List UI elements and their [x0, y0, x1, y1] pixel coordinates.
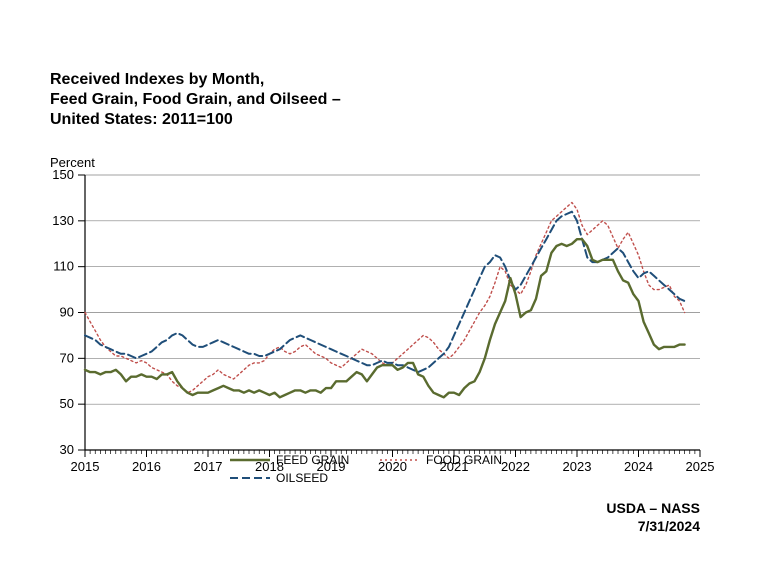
svg-text:70: 70 [60, 350, 74, 365]
svg-text:2022: 2022 [501, 459, 530, 474]
svg-text:2023: 2023 [563, 459, 592, 474]
source-org: USDA – NASS [606, 499, 700, 517]
line-chart: 3050709011013015020152016201720182019202… [0, 0, 760, 570]
svg-text:OILSEED: OILSEED [276, 471, 328, 485]
svg-text:130: 130 [52, 213, 74, 228]
svg-text:FOOD GRAIN: FOOD GRAIN [426, 453, 502, 467]
svg-text:FEED GRAIN: FEED GRAIN [276, 453, 349, 467]
svg-text:2015: 2015 [71, 459, 100, 474]
svg-text:90: 90 [60, 305, 74, 320]
svg-text:150: 150 [52, 167, 74, 182]
svg-text:50: 50 [60, 396, 74, 411]
source-date: 7/31/2024 [606, 517, 700, 535]
svg-text:2025: 2025 [686, 459, 715, 474]
svg-text:110: 110 [53, 259, 74, 274]
source-attribution: USDA – NASS 7/31/2024 [606, 499, 700, 535]
svg-text:2016: 2016 [132, 459, 161, 474]
svg-text:30: 30 [60, 442, 74, 457]
svg-text:2020: 2020 [378, 459, 407, 474]
svg-text:2024: 2024 [624, 459, 653, 474]
svg-text:2017: 2017 [194, 459, 223, 474]
